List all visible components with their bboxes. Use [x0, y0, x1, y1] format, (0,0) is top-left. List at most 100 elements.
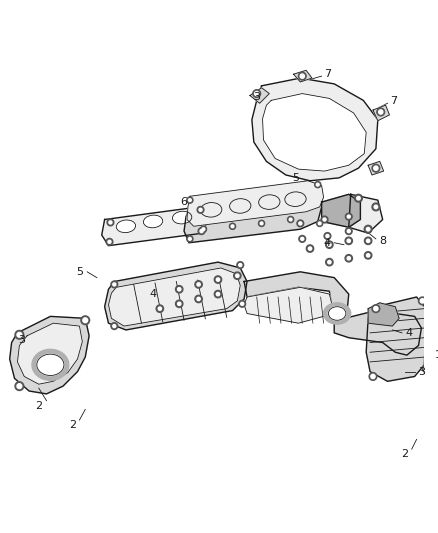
- Circle shape: [113, 325, 116, 328]
- Ellipse shape: [32, 349, 69, 381]
- Circle shape: [199, 208, 202, 212]
- Circle shape: [176, 300, 183, 308]
- Circle shape: [113, 283, 116, 286]
- Circle shape: [240, 302, 244, 305]
- Polygon shape: [262, 94, 366, 171]
- Polygon shape: [368, 161, 384, 175]
- Circle shape: [424, 367, 428, 371]
- Circle shape: [328, 243, 331, 246]
- Ellipse shape: [201, 203, 222, 217]
- Circle shape: [107, 219, 114, 226]
- Circle shape: [326, 259, 333, 266]
- Polygon shape: [368, 303, 399, 326]
- Circle shape: [108, 240, 111, 244]
- Circle shape: [239, 263, 242, 266]
- Text: 4: 4: [149, 289, 157, 299]
- Circle shape: [254, 92, 259, 96]
- Circle shape: [198, 228, 205, 235]
- Polygon shape: [109, 268, 240, 326]
- Circle shape: [298, 72, 306, 80]
- Polygon shape: [244, 287, 334, 323]
- Circle shape: [372, 203, 380, 211]
- Circle shape: [420, 299, 424, 303]
- Text: 5: 5: [76, 267, 83, 277]
- Circle shape: [111, 322, 118, 329]
- Ellipse shape: [37, 354, 64, 375]
- Circle shape: [367, 239, 370, 243]
- Circle shape: [317, 220, 323, 227]
- Circle shape: [306, 245, 314, 252]
- Text: 3: 3: [18, 335, 25, 345]
- Circle shape: [346, 228, 352, 235]
- Circle shape: [195, 295, 202, 303]
- Polygon shape: [105, 262, 247, 330]
- Circle shape: [188, 238, 191, 240]
- Circle shape: [346, 213, 352, 220]
- Circle shape: [345, 255, 353, 262]
- Circle shape: [301, 237, 304, 240]
- Text: 7: 7: [390, 96, 397, 106]
- Circle shape: [260, 222, 263, 225]
- Polygon shape: [102, 207, 208, 246]
- Ellipse shape: [173, 211, 192, 224]
- Circle shape: [233, 272, 241, 279]
- Circle shape: [377, 108, 385, 116]
- Polygon shape: [18, 323, 82, 384]
- Circle shape: [156, 305, 163, 312]
- Ellipse shape: [328, 306, 346, 320]
- Circle shape: [297, 220, 304, 227]
- Polygon shape: [10, 317, 89, 394]
- Text: 5: 5: [292, 173, 299, 183]
- Circle shape: [371, 374, 375, 378]
- Circle shape: [374, 306, 378, 311]
- Ellipse shape: [259, 195, 280, 209]
- Circle shape: [200, 226, 207, 232]
- Ellipse shape: [230, 199, 251, 213]
- Circle shape: [357, 197, 360, 200]
- Circle shape: [372, 305, 380, 312]
- Circle shape: [17, 333, 22, 337]
- Circle shape: [345, 237, 353, 245]
- Text: 4: 4: [405, 328, 413, 338]
- Text: 3: 3: [418, 367, 425, 377]
- Circle shape: [308, 247, 312, 250]
- Circle shape: [187, 236, 193, 242]
- Circle shape: [316, 183, 319, 186]
- Text: 2: 2: [35, 400, 42, 410]
- Polygon shape: [366, 297, 426, 381]
- Polygon shape: [184, 188, 321, 243]
- Text: 7: 7: [324, 69, 331, 79]
- Circle shape: [300, 74, 304, 78]
- Circle shape: [231, 225, 234, 228]
- Circle shape: [369, 373, 377, 381]
- Circle shape: [324, 232, 331, 239]
- Polygon shape: [349, 195, 383, 233]
- Circle shape: [314, 182, 321, 188]
- Circle shape: [236, 274, 239, 277]
- Text: 4: 4: [324, 238, 331, 248]
- Circle shape: [299, 222, 302, 225]
- Polygon shape: [334, 311, 421, 355]
- Circle shape: [321, 216, 328, 223]
- Circle shape: [202, 228, 205, 231]
- Polygon shape: [250, 88, 269, 103]
- Circle shape: [197, 283, 200, 286]
- Circle shape: [106, 238, 113, 245]
- Ellipse shape: [285, 192, 306, 206]
- Text: 1: 1: [435, 350, 438, 360]
- Ellipse shape: [324, 303, 351, 324]
- Circle shape: [364, 237, 372, 245]
- Polygon shape: [293, 70, 312, 82]
- Circle shape: [177, 288, 181, 291]
- Circle shape: [15, 382, 24, 391]
- Circle shape: [326, 241, 333, 248]
- Circle shape: [374, 205, 378, 208]
- Circle shape: [364, 252, 372, 259]
- Circle shape: [216, 293, 219, 296]
- Circle shape: [109, 221, 112, 224]
- Circle shape: [230, 223, 236, 229]
- Text: 6: 6: [180, 197, 187, 207]
- Circle shape: [422, 365, 430, 373]
- Circle shape: [200, 230, 203, 233]
- Circle shape: [111, 281, 118, 288]
